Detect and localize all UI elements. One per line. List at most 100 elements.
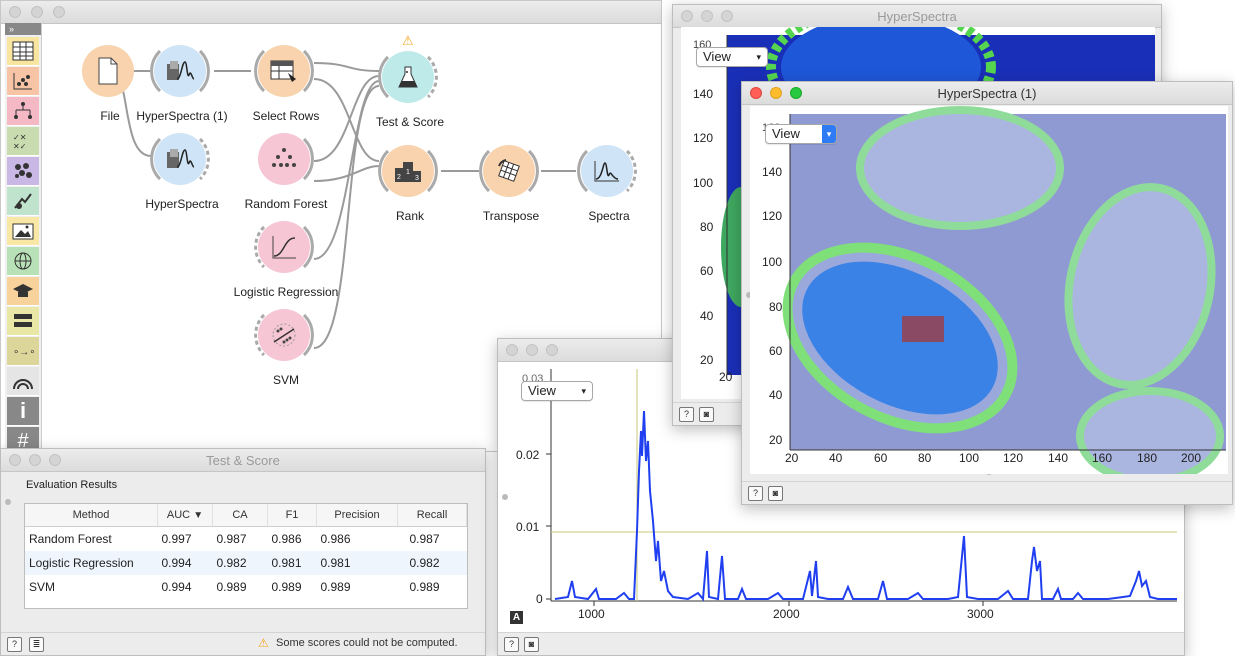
report-icon[interactable]: ≣ (29, 637, 44, 652)
network-category-icon[interactable] (7, 367, 39, 396)
evaluate-category-icon[interactable]: ✓✕ ✕✓ (7, 127, 39, 156)
hyperspectra1-node[interactable]: HyperSpectra (1) (127, 45, 237, 155)
random-forest-node[interactable]: Random Forest (231, 133, 341, 243)
prototypes-category-icon[interactable] (7, 307, 39, 336)
select-rows-node[interactable]: Select Rows (231, 45, 341, 155)
minimize-button[interactable] (31, 6, 43, 18)
minimize-button[interactable] (770, 87, 782, 99)
minimize-button[interactable] (526, 344, 538, 356)
help-icon[interactable]: ? (679, 407, 694, 422)
report-icon[interactable]: ◙ (768, 486, 783, 501)
y-tick: 20 (700, 353, 714, 367)
zoom-button[interactable] (721, 10, 733, 22)
splitter-handle[interactable] (746, 292, 752, 298)
zoom-button[interactable] (546, 344, 558, 356)
cell-method: Random Forest (29, 532, 112, 546)
svm-node[interactable]: SVM (231, 309, 341, 419)
svm-icon (258, 309, 310, 361)
view-dropdown[interactable]: View ▾ (765, 124, 837, 144)
node-arc (302, 137, 314, 181)
y-tick: 40 (769, 388, 783, 402)
table-row[interactable]: Logistic Regression 0.994 0.982 0.981 0.… (25, 551, 467, 575)
node-arc (378, 149, 438, 193)
splitter-handle[interactable] (5, 499, 11, 505)
node-label: SVM (272, 373, 299, 387)
chevron-down-icon: ▾ (756, 52, 761, 62)
zoom-button[interactable] (49, 454, 61, 466)
view-dropdown[interactable]: View ▾ (696, 47, 768, 67)
svg-text:∘→∘∘: ∘→∘∘ (13, 347, 34, 358)
status-bar: ? ◙ (498, 632, 1184, 655)
workflow-canvas-window: » ✓✕✕✓ ∘→∘∘ i # Fi (0, 0, 664, 456)
window-title: HyperSpectra (1) (937, 86, 1037, 101)
section-title: Evaluation Results (26, 479, 118, 491)
hyperspectra-node[interactable]: HyperSpectra (127, 133, 237, 243)
file-node[interactable]: File (55, 45, 165, 155)
report-icon[interactable]: ◙ (699, 407, 714, 422)
close-button[interactable] (9, 6, 21, 18)
cell-f1: 0.986 (271, 532, 302, 546)
y-tick: 0.02 (516, 448, 540, 462)
help-icon[interactable]: ? (504, 637, 519, 652)
hyperspectra-icon (154, 133, 206, 185)
view-dropdown[interactable]: View ▾ (521, 381, 593, 401)
column-header-precision[interactable]: Precision (316, 504, 398, 527)
zoom-button[interactable] (790, 87, 802, 99)
column-header-ca[interactable]: CA (212, 504, 268, 527)
image-analytics-category-icon[interactable] (7, 217, 39, 246)
table-row[interactable]: Random Forest 0.997 0.987 0.986 0.986 0.… (25, 527, 467, 552)
node-arc (479, 149, 539, 193)
image-plot-area[interactable] (750, 106, 1228, 474)
minimize-button[interactable] (29, 454, 41, 466)
info-category-icon[interactable]: i (7, 397, 39, 426)
data-category-icon[interactable] (7, 37, 39, 66)
geo-category-icon[interactable] (7, 247, 39, 276)
timeseries-category-icon[interactable]: ∘→∘∘ (7, 337, 39, 366)
spectroscopy-category-icon[interactable] (7, 187, 39, 216)
x-tick: 200 (1181, 451, 1202, 465)
report-icon[interactable]: ◙ (524, 637, 539, 652)
collapse-toolbox-icon[interactable]: » (5, 23, 41, 35)
transpose-node[interactable]: Transpose (456, 145, 566, 255)
educational-category-icon[interactable] (7, 277, 39, 306)
column-header-f1[interactable]: F1 (267, 504, 317, 527)
node-arc (254, 313, 314, 357)
status-message: Some scores could not be computed. (276, 637, 458, 649)
status-bar: ? ≣ ⚠ Some scores could not be computed. (1, 632, 485, 655)
svg-text:✕✓: ✕✓ (13, 142, 26, 151)
view-dropdown-label: View (528, 383, 556, 398)
warning-icon: ⚠ (402, 33, 414, 48)
cell-ca: 0.989 (216, 580, 247, 594)
splitter-handle[interactable] (502, 494, 508, 500)
x-tick: 80 (918, 451, 932, 465)
column-header-auc[interactable]: AUC ▼ (157, 504, 213, 527)
logistic-regression-node[interactable]: Logistic Regression (231, 221, 341, 331)
node-arc (254, 225, 314, 269)
test-score-node[interactable]: ⚠ Test & Score (355, 33, 465, 161)
y-tick: 120 (762, 209, 783, 223)
unsupervised-category-icon[interactable] (7, 157, 39, 186)
close-button[interactable] (9, 454, 21, 466)
spectra-node[interactable]: Spectra (554, 145, 664, 255)
close-button[interactable] (750, 87, 762, 99)
table-row[interactable]: SVM 0.994 0.989 0.989 0.989 0.989 (25, 575, 467, 599)
column-header-method[interactable]: Method (25, 504, 158, 527)
y-tick: 140 (693, 87, 714, 101)
cell-auc: 0.994 (161, 556, 192, 570)
help-icon[interactable]: ? (748, 486, 763, 501)
y-tick: 60 (700, 264, 714, 278)
close-button[interactable] (681, 10, 693, 22)
column-header-recall[interactable]: Recall (397, 504, 467, 527)
auto-range-badge[interactable]: A (510, 611, 523, 624)
visualize-category-icon[interactable] (7, 67, 39, 96)
model-category-icon[interactable] (7, 97, 39, 126)
y-tick: 20 (769, 433, 783, 447)
close-button[interactable] (506, 344, 518, 356)
zoom-button[interactable] (53, 6, 65, 18)
help-icon[interactable]: ? (7, 637, 22, 652)
chevron-down-icon: ▾ (822, 125, 836, 143)
hyperspectra1-titlebar: HyperSpectra (1) (742, 82, 1232, 105)
select-rows-icon (258, 45, 310, 97)
minimize-button[interactable] (701, 10, 713, 22)
